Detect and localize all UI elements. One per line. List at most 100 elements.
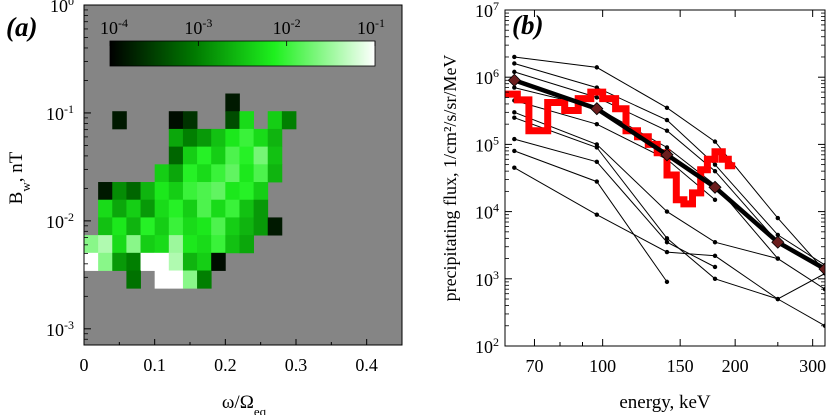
y-tick-label: 105 bbox=[475, 133, 499, 155]
x-tick-label: 0.3 bbox=[285, 355, 308, 375]
heatmap-cell bbox=[239, 111, 254, 130]
heatmap-cell bbox=[168, 146, 184, 165]
heatmap-cell bbox=[126, 182, 141, 201]
heatmap-cell bbox=[168, 217, 184, 236]
heatmap-cell bbox=[182, 235, 198, 254]
mean-series-marker bbox=[590, 102, 604, 116]
heatmap-cell bbox=[225, 217, 240, 236]
y-tick-label: 10-2 bbox=[46, 210, 74, 232]
heatmap-cell bbox=[225, 235, 240, 254]
mean-series-marker bbox=[708, 180, 722, 194]
heatmap-cell bbox=[126, 270, 141, 289]
heatmap-cell bbox=[211, 128, 226, 148]
heatmap-cell bbox=[168, 235, 184, 254]
thin-series-point bbox=[594, 212, 600, 217]
heatmap-cell bbox=[182, 182, 198, 201]
y-tick-label: 10-3 bbox=[46, 318, 74, 340]
heatmap-cell bbox=[182, 270, 198, 289]
x-tick-label: 0.1 bbox=[143, 355, 166, 375]
heatmap-cell bbox=[168, 128, 184, 148]
thin-series-point bbox=[712, 139, 718, 144]
heatmap-cell bbox=[182, 252, 198, 271]
x-tick-label: 150 bbox=[667, 356, 694, 376]
heatmap-cell bbox=[154, 235, 170, 254]
heatmap-cell bbox=[225, 164, 240, 183]
panel-b-frame bbox=[504, 9, 826, 347]
heatmap-cell bbox=[140, 199, 156, 218]
thin-series-point bbox=[512, 136, 517, 142]
heatmap-cell bbox=[281, 111, 297, 130]
panel-b-x-axis-title: energy, keV bbox=[619, 392, 711, 413]
x-tick-label: 0 bbox=[80, 355, 89, 375]
thin-series-point bbox=[594, 65, 600, 70]
thin-series-point bbox=[664, 236, 670, 241]
heatmap-cell bbox=[225, 128, 240, 148]
y-tick-label: 106 bbox=[475, 66, 499, 88]
heatmap-cell bbox=[253, 182, 269, 201]
panel-a-x-axis-title: ω/Ωeq bbox=[222, 392, 267, 415]
thin-series-line bbox=[514, 56, 825, 272]
heatmap-cell bbox=[168, 111, 184, 130]
x-tick-label: 200 bbox=[722, 356, 749, 376]
heatmap-cell bbox=[126, 217, 141, 236]
y-tick-label: 100 bbox=[50, 0, 74, 16]
colorbar-tick-label: 10-4 bbox=[100, 16, 128, 38]
heatmap-cell bbox=[197, 146, 212, 165]
panel-a-y-axis-title: Bw, nT bbox=[6, 151, 33, 204]
heatmap-cell bbox=[211, 252, 226, 271]
mean-series-marker bbox=[660, 148, 674, 162]
colorbar-tick-label: 10-3 bbox=[184, 16, 212, 38]
panel-a-x-axis: 0 0.1 0.2 0.3 0.4 bbox=[80, 339, 403, 375]
panel-b-y-axis-title: precipitating flux, 1/cm²/s/sr/MeV bbox=[440, 55, 460, 302]
heatmap-cell bbox=[168, 270, 184, 289]
heatmap-cell bbox=[168, 164, 184, 183]
thin-series-point bbox=[594, 159, 600, 165]
heatmap-cell bbox=[140, 252, 156, 271]
heatmap-cell bbox=[84, 252, 99, 271]
heatmap-cell bbox=[211, 146, 226, 165]
thin-series-point bbox=[664, 128, 670, 133]
colorbar-tick-label: 10-2 bbox=[273, 16, 301, 38]
thin-series-point bbox=[512, 85, 517, 90]
mean-series-line bbox=[513, 78, 825, 271]
heatmap-cell bbox=[239, 164, 254, 183]
heatmap-cell bbox=[140, 182, 156, 201]
heatmap-cell bbox=[211, 235, 226, 254]
heatmap-cell bbox=[126, 252, 141, 271]
heatmap-cell bbox=[112, 235, 127, 254]
heatmap-cell bbox=[126, 199, 141, 218]
heatmap-cell bbox=[140, 217, 156, 236]
x-tick-label: 100 bbox=[589, 356, 616, 376]
thin-series-point bbox=[664, 209, 670, 214]
heatmap-cell bbox=[182, 146, 198, 165]
thin-series-point bbox=[775, 232, 781, 238]
mean-series-group bbox=[507, 73, 825, 276]
heatmap-cell bbox=[154, 164, 170, 183]
heatmap-cell bbox=[253, 146, 269, 165]
heatmap-cell bbox=[239, 199, 254, 218]
thin-series-point bbox=[664, 279, 670, 285]
thin-series-point bbox=[664, 240, 670, 245]
heatmap-cell bbox=[253, 217, 269, 236]
heatmap-cell bbox=[267, 164, 283, 183]
heatmap-cell bbox=[98, 235, 113, 254]
heatmap-cell bbox=[182, 128, 198, 148]
thin-series-point bbox=[712, 264, 718, 270]
thin-series-point bbox=[664, 117, 670, 123]
thin-series-point bbox=[664, 105, 670, 111]
heatmap-cell bbox=[239, 235, 254, 254]
y-tick-label: 10-1 bbox=[46, 102, 74, 124]
heatmap-cell bbox=[98, 182, 113, 201]
thin-series-point bbox=[512, 165, 517, 170]
heatmap-cell bbox=[225, 146, 240, 165]
colorbar-ticks: 10-4 10-3 10-2 10-1 bbox=[100, 16, 385, 46]
heatmap-cell bbox=[182, 199, 198, 218]
heatmap-cell bbox=[267, 111, 283, 130]
x-tick-label: 0.4 bbox=[355, 355, 378, 375]
heatmap-cell bbox=[182, 217, 198, 236]
thin-series-point bbox=[775, 215, 781, 221]
thin-series-point bbox=[712, 197, 718, 202]
thin-series-point bbox=[594, 95, 600, 100]
heatmap-cell bbox=[197, 182, 212, 201]
thin-series-point bbox=[712, 276, 718, 281]
